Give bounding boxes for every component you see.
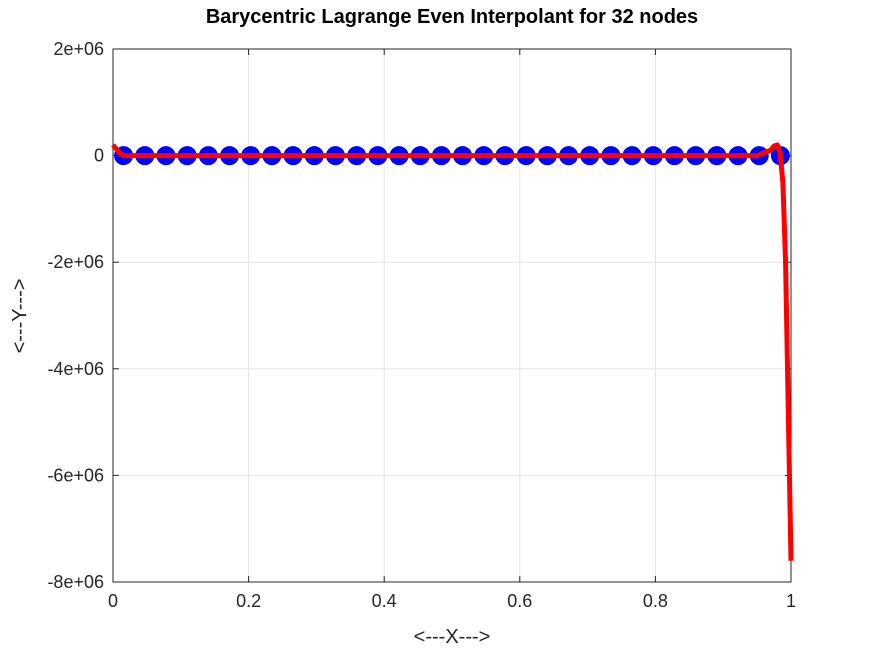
x-tick-label: 0.4 — [372, 591, 397, 611]
x-tick-label: 0.8 — [643, 591, 668, 611]
y-tick-label: 0 — [94, 146, 104, 166]
x-tick-label: 1 — [786, 591, 796, 611]
interpolant-curve — [111, 142, 794, 561]
y-tick-label: -8e+06 — [47, 572, 104, 592]
x-tick-label: 0.2 — [236, 591, 261, 611]
interpolant-curve-layer — [111, 142, 794, 561]
y-tick-label: -6e+06 — [47, 465, 104, 485]
y-tick-label: 2e+06 — [53, 39, 104, 59]
x-axis-label: <---X---> — [414, 626, 491, 648]
y-axis-label: <---Y---> — [9, 279, 31, 354]
y-tick-label: -4e+06 — [47, 359, 104, 379]
axes-box — [112, 48, 792, 583]
chart-title: Barycentric Lagrange Even Interpolant fo… — [206, 6, 698, 28]
y-tick-label: -2e+06 — [47, 252, 104, 272]
x-tick-label: 0 — [108, 591, 118, 611]
tick-labels: 0 0.2 0.4 0.6 0.8 1 2e+06 0 -2e+06 -4e+06 -6e+06 -8… — [47, 39, 796, 611]
x-tick-label: 0.6 — [507, 591, 532, 611]
plot-area — [113, 49, 791, 582]
